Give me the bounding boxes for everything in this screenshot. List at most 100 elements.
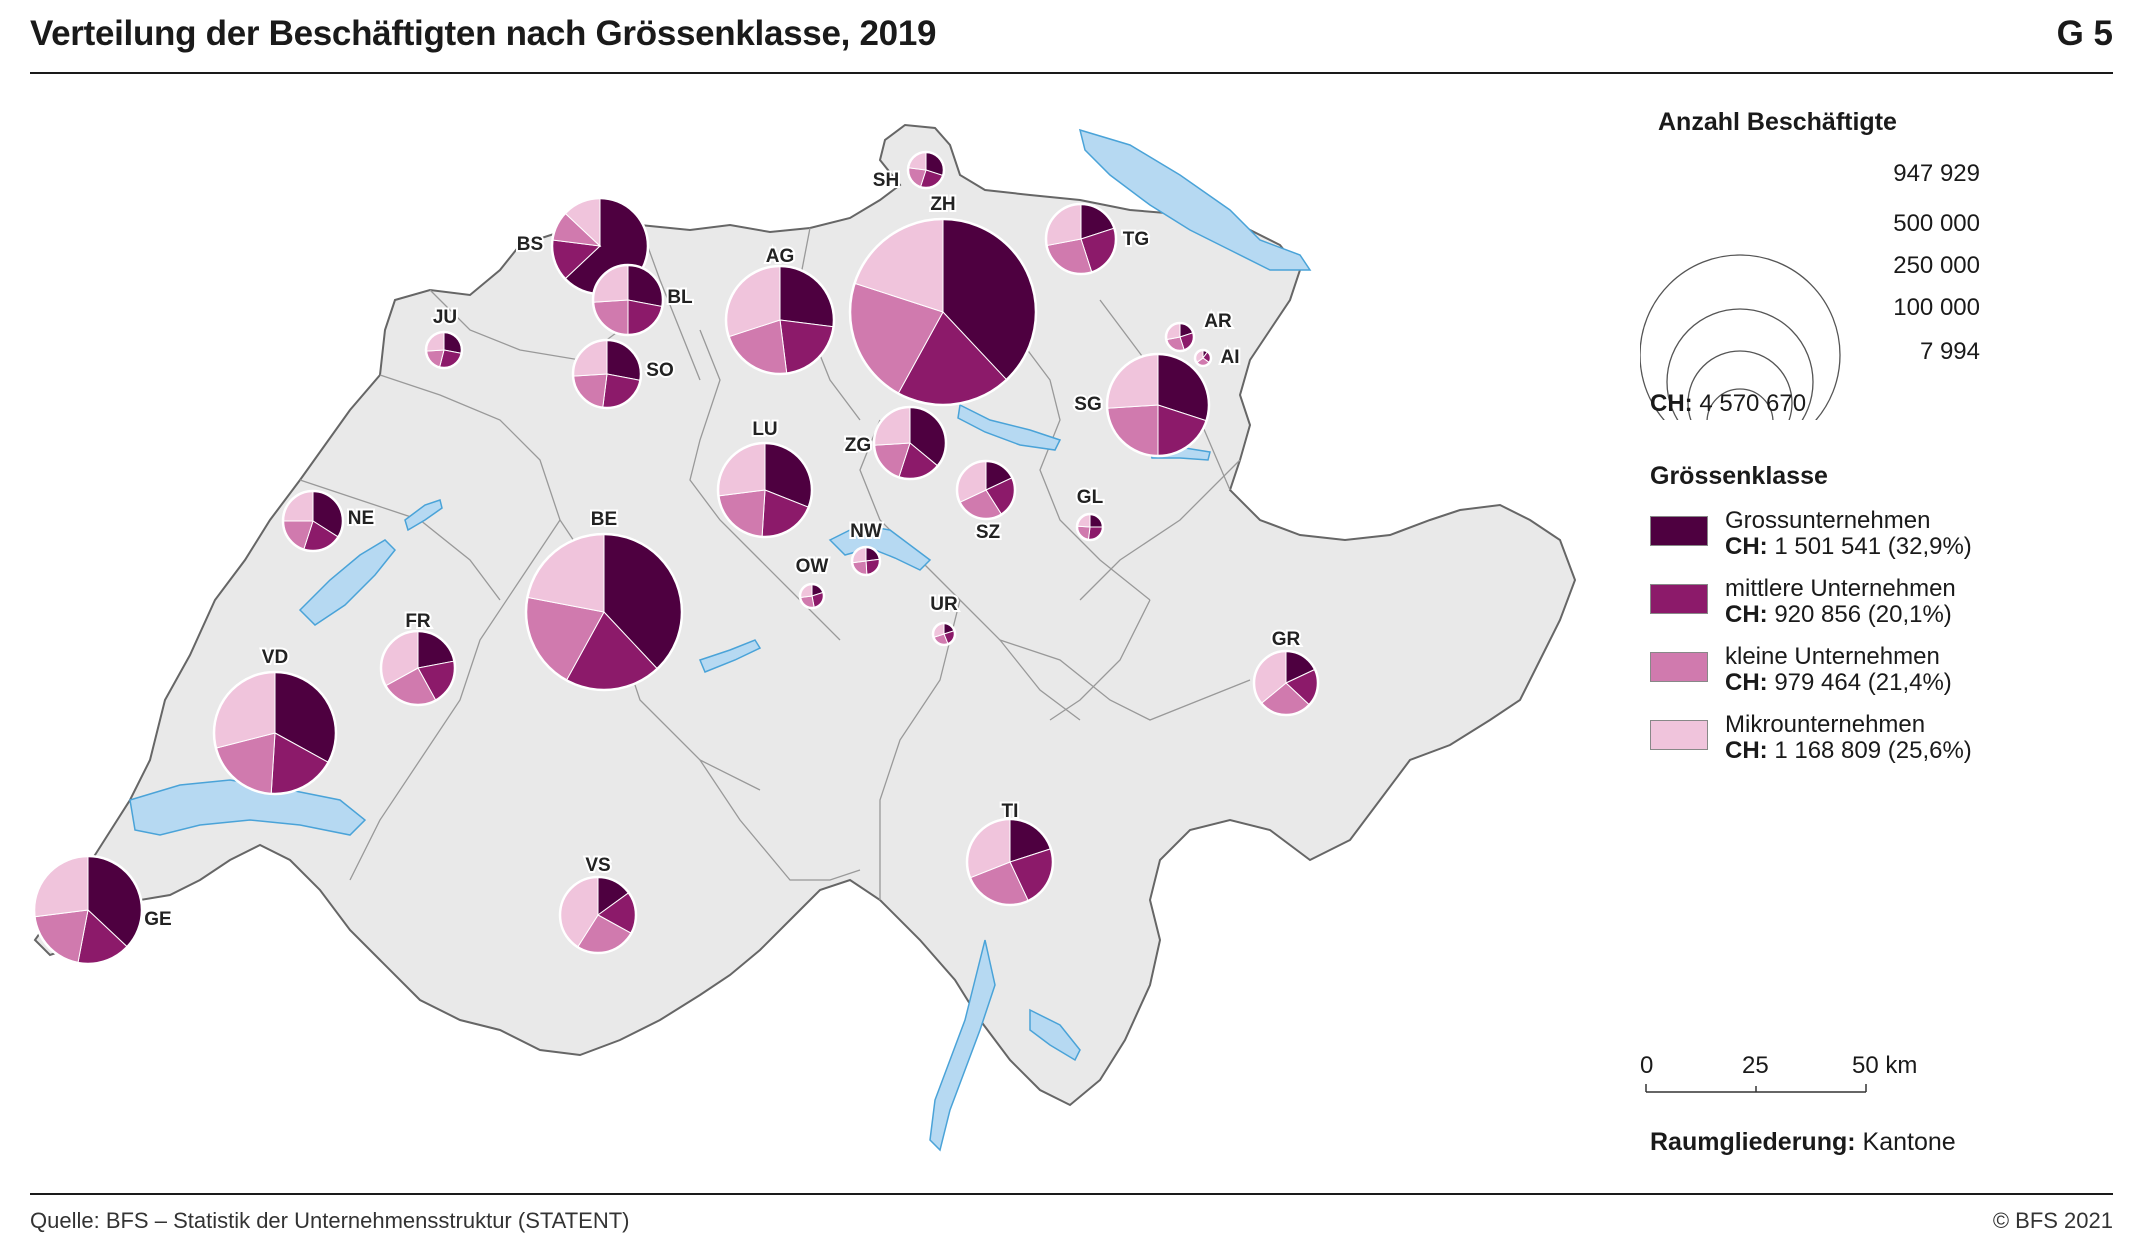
scale-label-0: 0	[1640, 1052, 1654, 1079]
scale-bar	[1645, 1084, 1867, 1093]
pie-ju	[424, 330, 464, 370]
pie-ring-bl	[591, 263, 665, 337]
canton-label-ar: AR	[1204, 311, 1232, 332]
pie-ti	[965, 817, 1055, 907]
pie-sh	[906, 150, 946, 190]
legend-kleine-name: kleine Unternehmen	[1725, 643, 1940, 670]
pie-ring-ai	[1193, 348, 1213, 368]
pie-ring-ar	[1164, 321, 1196, 353]
lakes	[129, 128, 1312, 1152]
pie-ring-sz	[955, 459, 1017, 521]
pie-ring-tg	[1044, 202, 1118, 276]
canton-label-gl: GL	[1077, 487, 1104, 508]
legend-mikro: Mikrounternehmen CH: 1 168 809 (25,6%)	[1725, 712, 1972, 764]
pie-nw	[850, 545, 882, 577]
size-legend-circles	[1640, 254, 1841, 420]
canton-label-nw: NW	[850, 521, 882, 542]
pie-slice-ge-mikro	[33, 855, 89, 918]
lake-constance	[1078, 128, 1312, 271]
canton-label-vd: VD	[262, 647, 288, 668]
canton-label-sg: SG	[1074, 394, 1101, 415]
source-note: Quelle: BFS – Statistik der Unternehmens…	[30, 1208, 630, 1233]
size-value-2: 500 000	[1893, 210, 1980, 237]
pie-ring-vs	[558, 875, 638, 955]
pie-ring-ag	[724, 264, 836, 376]
lake-geneva	[129, 779, 367, 836]
pie-so	[571, 338, 643, 410]
canton-label-vs: VS	[585, 855, 610, 876]
legend-class-title: Grössenklasse	[1650, 462, 1828, 490]
raum-value: Kantone	[1862, 1128, 1956, 1156]
canton-label-fr: FR	[405, 611, 431, 632]
ch-total: CH: 4 570 670	[1650, 390, 1806, 418]
page-title: Verteilung der Beschäftigten nach Grösse…	[30, 14, 937, 53]
pie-ring-ur	[931, 621, 957, 647]
scale-label-25: 25	[1742, 1052, 1769, 1079]
pie-ring-gr	[1252, 649, 1320, 717]
pie-lu	[716, 441, 814, 539]
size-value-3: 250 000	[1893, 252, 1980, 279]
canton-label-bl: BL	[667, 287, 693, 308]
pie-ring-zg	[872, 405, 948, 481]
size-circle-250000	[1687, 350, 1793, 420]
canton-label-ow: OW	[796, 556, 829, 577]
legend-mittlere: mittlere Unternehmen CH: 920 856 (20,1%)	[1725, 576, 1956, 628]
legend-gross: Grossunternehmen CH: 1 501 541 (32,9%)	[1725, 508, 1972, 560]
ch-total-value: 4 570 670	[1699, 390, 1807, 417]
canton-pies	[32, 150, 1320, 966]
pie-bl	[591, 263, 665, 337]
canton-label-gr: GR	[1272, 629, 1301, 650]
lake-lugano	[1029, 1008, 1081, 1062]
raum-label: Raumgliederung:	[1650, 1128, 1856, 1156]
canton-label-ne: NE	[348, 508, 374, 529]
pie-tg	[1044, 202, 1118, 276]
pie-sz	[955, 459, 1017, 521]
canton-label-ag: AG	[766, 246, 795, 267]
pie-sg	[1105, 352, 1211, 458]
copyright: © BFS 2021	[1992, 1208, 2113, 1233]
canton-label-ju: JU	[433, 307, 457, 328]
canton-label-sh: SH	[873, 170, 899, 191]
canton-label-so: SO	[646, 360, 673, 381]
pie-ar	[1164, 321, 1196, 353]
switzerland-map: ZH BE VD AG GE SG BS LU TI VS FR BL TG SO ZG GR NE SZ SH JU…	[32, 123, 1577, 1152]
pie-vs	[558, 875, 638, 955]
swatch-mittlere	[1650, 584, 1708, 614]
canton-label-ai: AI	[1221, 347, 1240, 368]
bottom-rule	[30, 1193, 2113, 1195]
size-circle-947929	[1640, 254, 1841, 420]
pie-ur	[931, 621, 957, 647]
size-value-5: 7 994	[1919, 338, 1980, 365]
pie-ring-so	[571, 338, 643, 410]
canton-label-zg: ZG	[845, 435, 871, 456]
canton-label-tg: TG	[1123, 229, 1149, 250]
pie-gl	[1075, 512, 1105, 542]
pie-gr	[1252, 649, 1320, 717]
legend-kleine-value: 979 464 (21,4%)	[1774, 669, 1952, 696]
pie-ring-be	[524, 532, 684, 692]
swatch-mikro	[1650, 720, 1708, 750]
pie-ring-zh	[848, 217, 1038, 407]
size-value-1: 947 929	[1893, 160, 1980, 187]
legend-mikro-value: 1 168 809 (25,6%)	[1774, 737, 1972, 764]
lake-thun	[698, 639, 762, 673]
pie-ai	[1193, 348, 1213, 368]
canton-label-sz: SZ	[976, 522, 1001, 543]
swatch-gross	[1650, 516, 1708, 546]
lake-zurich	[957, 403, 1062, 451]
pie-ow	[798, 582, 826, 610]
legend-mikro-name: Mikrounternehmen	[1725, 711, 1926, 738]
legend-gross-name: Grossunternehmen	[1725, 507, 1931, 534]
pie-ring-ti	[965, 817, 1055, 907]
legend-mittlere-ch: CH:	[1725, 601, 1768, 628]
legend-gross-value: 1 501 541 (32,9%)	[1774, 533, 1972, 560]
scale-label-50: 50 km	[1852, 1052, 1918, 1079]
pie-ring-ju	[424, 330, 464, 370]
size-circle-500000	[1666, 308, 1814, 420]
pie-ring-nw	[850, 545, 882, 577]
pie-ring-gl	[1075, 512, 1105, 542]
pie-zg	[872, 405, 948, 481]
pie-ring-ne	[281, 489, 345, 553]
pie-ring-fr	[379, 629, 457, 707]
pie-ring-sg	[1105, 352, 1211, 458]
